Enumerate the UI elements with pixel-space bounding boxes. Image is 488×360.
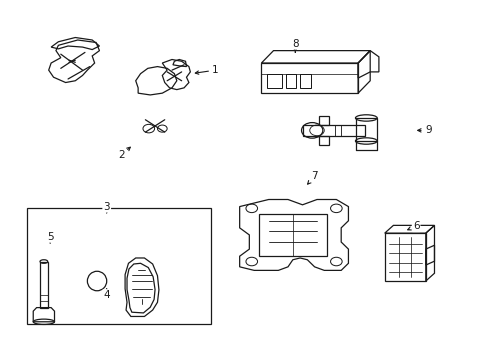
Text: 4: 4 bbox=[103, 289, 110, 300]
Text: 8: 8 bbox=[291, 39, 298, 52]
Bar bbox=[27, 208, 210, 324]
Text: 1: 1 bbox=[195, 65, 218, 75]
Bar bbox=[300, 74, 310, 88]
Text: 3: 3 bbox=[103, 202, 110, 213]
Text: 2: 2 bbox=[118, 147, 130, 160]
Bar bbox=[266, 74, 281, 88]
Text: 5: 5 bbox=[47, 232, 53, 243]
Bar bbox=[285, 74, 296, 88]
Text: 9: 9 bbox=[417, 125, 430, 135]
Text: 6: 6 bbox=[407, 221, 419, 231]
Text: 7: 7 bbox=[307, 171, 317, 184]
